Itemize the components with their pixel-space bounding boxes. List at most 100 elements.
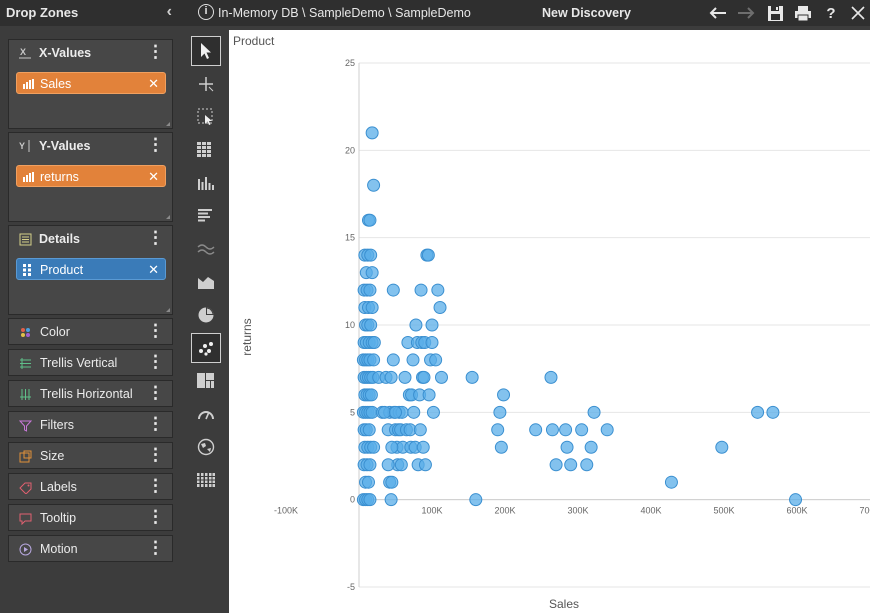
sales-pill[interactable]: Sales ✕ xyxy=(16,72,166,94)
scatter-point[interactable] xyxy=(575,423,589,437)
remove-product-icon[interactable]: ✕ xyxy=(148,262,159,277)
scatter-point[interactable] xyxy=(494,440,508,454)
scatter-point[interactable] xyxy=(421,248,435,262)
scatter-point[interactable] xyxy=(545,423,559,437)
scatter-point[interactable] xyxy=(364,318,378,332)
motion-zone[interactable]: Motion ⋮ xyxy=(8,535,173,562)
pie-chart-icon[interactable] xyxy=(191,300,221,330)
scatter-point[interactable] xyxy=(384,370,398,384)
scatter-point[interactable] xyxy=(426,405,440,419)
scatter-point[interactable] xyxy=(417,370,431,384)
scatter-point[interactable] xyxy=(398,370,412,384)
scatter-point[interactable] xyxy=(580,458,594,472)
remove-returns-icon[interactable]: ✕ xyxy=(148,169,159,184)
scatter-point[interactable] xyxy=(560,440,574,454)
scatter-point[interactable] xyxy=(385,440,399,454)
info-icon[interactable]: i xyxy=(198,4,214,20)
scatter-point[interactable] xyxy=(381,458,395,472)
scatter-point[interactable] xyxy=(491,423,505,437)
scatter-point[interactable] xyxy=(559,423,573,437)
scatter-point[interactable] xyxy=(465,370,479,384)
bar-chart-icon[interactable] xyxy=(191,201,221,231)
color-zone[interactable]: Color ⋮ xyxy=(8,318,173,345)
forward-arrow-icon[interactable] xyxy=(736,3,756,23)
scatter-point[interactable] xyxy=(425,318,439,332)
scatter-chart-icon[interactable] xyxy=(191,333,221,363)
print-icon[interactable] xyxy=(793,3,813,23)
details-menu-icon[interactable]: ⋮ xyxy=(147,228,164,247)
scatter-point[interactable] xyxy=(363,283,377,297)
scatter-point[interactable] xyxy=(600,423,614,437)
scatter-point[interactable] xyxy=(664,475,678,489)
scatter-point[interactable] xyxy=(493,405,507,419)
resize-handle[interactable] xyxy=(166,308,170,312)
scatter-point[interactable] xyxy=(425,335,439,349)
scatter-point[interactable] xyxy=(414,283,428,297)
scatter-point[interactable] xyxy=(584,440,598,454)
x-values-zone[interactable]: X X-Values ⋮ Sales ✕ xyxy=(8,39,173,129)
table-icon[interactable] xyxy=(191,465,221,495)
scatter-point[interactable] xyxy=(365,126,379,140)
scatter-point[interactable] xyxy=(363,458,377,472)
size-zone[interactable]: Size ⋮ xyxy=(8,442,173,469)
labels-zone[interactable]: Labels ⋮ xyxy=(8,473,173,500)
trellis-vertical-zone[interactable]: Trellis Vertical ⋮ xyxy=(8,349,173,376)
scatter-point[interactable] xyxy=(587,405,601,419)
gauge-icon[interactable] xyxy=(191,399,221,429)
trellis-vertical-menu-icon[interactable]: ⋮ xyxy=(147,352,164,371)
pointer-icon[interactable] xyxy=(191,36,221,66)
remove-sales-icon[interactable]: ✕ xyxy=(148,76,159,91)
scatter-point[interactable] xyxy=(364,388,378,402)
labels-menu-icon[interactable]: ⋮ xyxy=(147,476,164,495)
scatter-point[interactable] xyxy=(367,353,381,367)
scatter-point[interactable] xyxy=(407,405,421,419)
trellis-horizontal-zone[interactable]: Trellis Horizontal ⋮ xyxy=(8,380,173,407)
scatter-point[interactable] xyxy=(422,388,436,402)
line-chart-icon[interactable] xyxy=(191,234,221,264)
tooltip-zone[interactable]: Tooltip ⋮ xyxy=(8,504,173,531)
details-zone[interactable]: Details ⋮ Product ✕ xyxy=(8,225,173,315)
scatter-point[interactable] xyxy=(385,475,399,489)
scatter-point[interactable] xyxy=(362,423,376,437)
scatter-point[interactable] xyxy=(715,440,729,454)
scatter-point[interactable] xyxy=(365,266,379,280)
scatter-point[interactable] xyxy=(766,405,780,419)
help-icon[interactable]: ? xyxy=(826,4,836,22)
y-values-menu-icon[interactable]: ⋮ xyxy=(147,135,164,154)
scatter-point[interactable] xyxy=(416,440,430,454)
scatter-point[interactable] xyxy=(469,493,483,507)
collapse-chevron-icon[interactable]: ‹ xyxy=(166,3,172,20)
motion-menu-icon[interactable]: ⋮ xyxy=(147,538,164,557)
scatter-point[interactable] xyxy=(564,458,578,472)
scatter-point[interactable] xyxy=(433,301,447,315)
column-chart-icon[interactable] xyxy=(191,168,221,198)
treemap-icon[interactable] xyxy=(191,366,221,396)
map-icon[interactable] xyxy=(191,432,221,462)
product-pill[interactable]: Product ✕ xyxy=(16,258,166,280)
scatter-point[interactable] xyxy=(363,493,377,507)
scatter-point[interactable] xyxy=(544,370,558,384)
scatter-point[interactable] xyxy=(384,493,398,507)
back-arrow-icon[interactable] xyxy=(708,3,728,23)
scatter-point[interactable] xyxy=(429,353,443,367)
filters-zone[interactable]: Filters ⋮ xyxy=(8,411,173,438)
scatter-point[interactable] xyxy=(394,458,408,472)
scatter-point[interactable] xyxy=(364,248,378,262)
chart-canvas[interactable]: -5 0 5 10 15 20 25 -100K 100K 200K 300K 400K 500K 600… xyxy=(229,30,870,613)
scatter-point[interactable] xyxy=(406,353,420,367)
save-icon[interactable] xyxy=(765,3,785,23)
scatter-point[interactable] xyxy=(365,301,379,315)
scatter-point[interactable] xyxy=(386,283,400,297)
crosshair-icon[interactable] xyxy=(191,69,221,99)
scatter-point[interactable] xyxy=(386,353,400,367)
scatter-point[interactable] xyxy=(367,335,381,349)
scatter-point[interactable] xyxy=(549,458,563,472)
scatter-point[interactable] xyxy=(789,493,803,507)
scatter-point[interactable] xyxy=(751,405,765,419)
scatter-point[interactable] xyxy=(361,475,375,489)
scatter-point[interactable] xyxy=(389,405,402,419)
scatter-point[interactable] xyxy=(363,213,377,227)
area-chart-icon[interactable] xyxy=(191,267,221,297)
selection-icon[interactable] xyxy=(191,102,221,132)
tooltip-menu-icon[interactable]: ⋮ xyxy=(147,507,164,526)
